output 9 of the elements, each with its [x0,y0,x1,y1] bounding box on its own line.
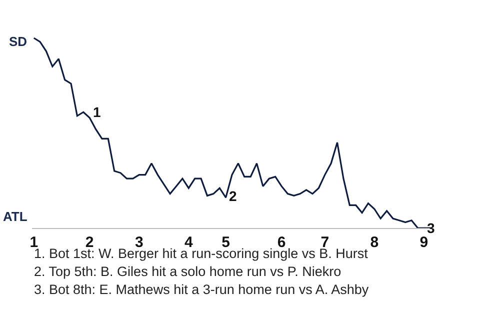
x-tick-label: 8 [370,234,379,251]
annotation: 1 [93,104,101,120]
annotation: 2 [229,188,237,204]
text: 2. Top 5th: B. Giles hit a solo home run vs P. Niekro [34,264,342,279]
text: 3. Bot 8th: E. Mathews hit a 3-run home run vs A. Ashby [34,282,369,297]
text: ATL [3,209,28,224]
x-tick-label: 9 [420,234,428,251]
text: SD [9,34,28,49]
annotation: 3 [427,220,435,236]
